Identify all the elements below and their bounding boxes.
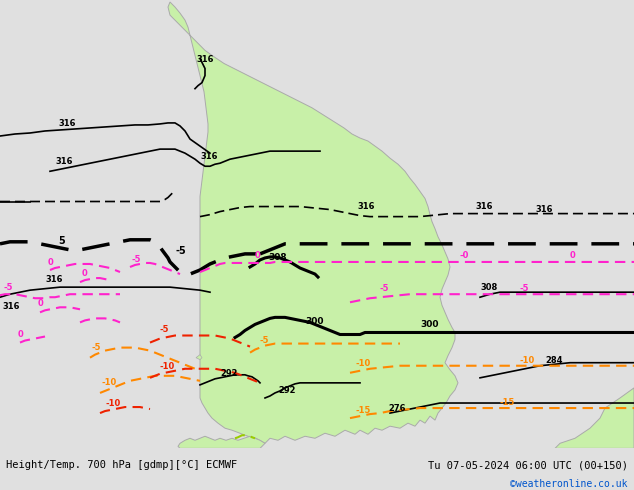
Text: -0: -0 (460, 251, 469, 260)
Text: 0: 0 (570, 251, 576, 260)
Text: 0: 0 (38, 299, 44, 308)
Text: -5: -5 (92, 343, 101, 352)
Text: -10: -10 (160, 362, 175, 371)
Text: 0: 0 (48, 258, 54, 267)
Text: 5: 5 (58, 236, 65, 246)
Text: 292: 292 (278, 386, 295, 395)
Text: -15: -15 (355, 406, 370, 415)
Text: 316: 316 (2, 302, 20, 311)
Text: 0: 0 (18, 329, 23, 339)
Text: -5: -5 (160, 325, 169, 335)
Text: 316: 316 (200, 152, 217, 161)
Text: 316: 316 (535, 205, 552, 214)
Text: -10: -10 (520, 356, 535, 365)
Text: 300: 300 (305, 318, 323, 326)
Text: 284: 284 (545, 356, 562, 365)
Text: -5: -5 (260, 336, 269, 344)
Text: 316: 316 (475, 201, 493, 211)
Text: Height/Temp. 700 hPa [gdmp][°C] ECMWF: Height/Temp. 700 hPa [gdmp][°C] ECMWF (6, 460, 238, 470)
Polygon shape (555, 388, 634, 448)
Text: 316: 316 (196, 55, 214, 65)
Text: 0: 0 (255, 251, 261, 260)
Polygon shape (196, 355, 202, 360)
Text: 300: 300 (420, 320, 439, 329)
Text: -10: -10 (355, 359, 370, 368)
Text: 276: 276 (388, 404, 406, 413)
Text: -10: -10 (102, 378, 117, 387)
Text: 308: 308 (268, 253, 287, 262)
Text: 308: 308 (480, 283, 497, 292)
Polygon shape (178, 436, 265, 448)
Text: -5: -5 (132, 255, 141, 264)
Text: ©weatheronline.co.uk: ©weatheronline.co.uk (510, 479, 628, 489)
Text: -5: -5 (520, 284, 529, 293)
Text: -15: -15 (500, 398, 515, 407)
Polygon shape (168, 2, 458, 443)
Text: 316: 316 (357, 201, 375, 211)
Text: Tu 07-05-2024 06:00 UTC (00+150): Tu 07-05-2024 06:00 UTC (00+150) (428, 460, 628, 470)
Text: 0: 0 (82, 269, 87, 278)
Text: 316: 316 (58, 119, 75, 128)
Text: -10: -10 (105, 399, 120, 408)
Text: 292: 292 (220, 369, 238, 378)
Text: 316: 316 (45, 275, 63, 284)
Text: -5: -5 (175, 246, 186, 256)
Text: -5: -5 (3, 283, 13, 292)
Text: -5: -5 (380, 284, 389, 293)
Text: 316: 316 (55, 157, 72, 166)
